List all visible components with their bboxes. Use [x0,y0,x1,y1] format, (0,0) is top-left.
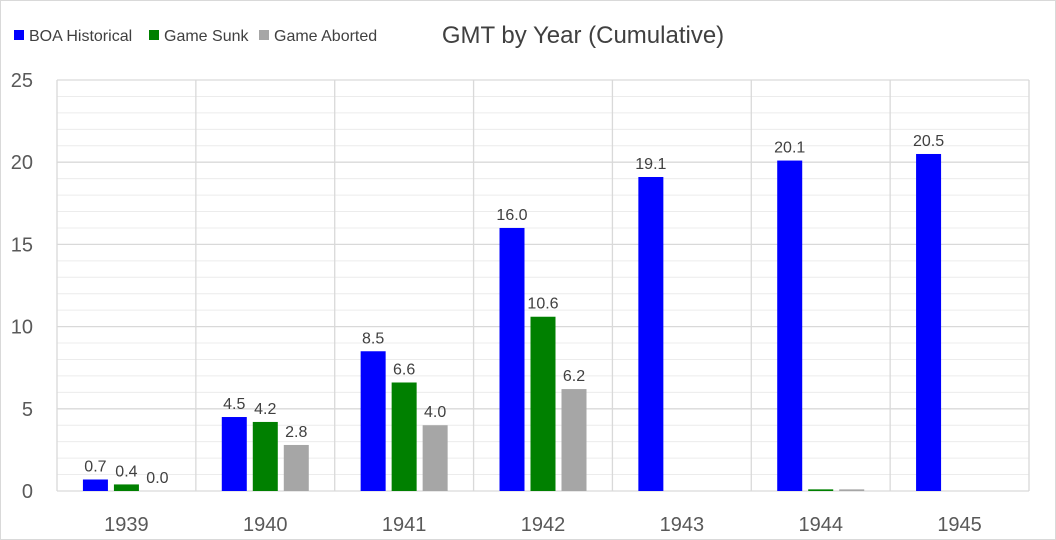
bar [82,479,108,491]
data-label: 4.0 [424,404,446,421]
bar [839,489,865,491]
data-label: 20.5 [913,133,944,150]
bar [638,176,664,491]
grid-layer [56,79,1030,492]
bar [561,389,587,491]
y-tick-label: 0 [22,481,33,503]
bar [283,444,309,491]
bars-layer [82,153,942,492]
y-tick-label: 25 [11,70,33,92]
bar [916,153,942,492]
y-tick-label: 10 [11,317,33,339]
x-tick-label: 1945 [937,514,982,536]
x-tick-label: 1941 [382,514,427,536]
x-tick-label: 1943 [660,514,705,536]
y-tick-label: 5 [22,399,33,421]
x-tick-label: 1939 [104,514,149,536]
bar [422,425,448,491]
x-tick-label: 1944 [798,514,843,536]
legend-swatch [259,30,269,40]
bar [360,351,386,491]
data-label: 6.2 [563,368,585,385]
data-label: 0.7 [84,458,106,475]
legend: BOA Historical Game Sunk Game Aborted [14,28,377,45]
data-label: 20.1 [774,140,805,157]
y-tick-label: 15 [11,234,33,256]
legend-swatch [149,30,159,40]
bar [499,227,525,491]
data-label: 8.5 [362,330,384,347]
legend-label: BOA Historical [29,28,132,45]
bar [391,382,417,491]
legend-label: Game Aborted [274,28,377,45]
x-tick-label: 1940 [243,514,288,536]
bar [221,417,247,491]
y-tick-label: 20 [11,152,33,174]
data-label: 4.5 [223,396,245,413]
chart-title: GMT by Year (Cumulative) [442,22,724,49]
data-label: 10.6 [527,296,558,313]
legend-swatch [14,30,24,40]
bar [777,160,803,491]
x-tick-label: 1942 [521,514,566,536]
bar [252,421,278,491]
bar [530,316,556,491]
axis-layer: 0 5 10 15 20 25 1939 1940 1941 1942 1943 1944 1945 [11,70,982,536]
data-label: 0.4 [115,463,137,480]
bar [808,489,834,491]
data-label: 16.0 [496,207,527,224]
data-labels-layer: 0.7 4.5 8.5 16.0 19.1 20.1 20.5 0.4 4.2 6.6 10.6 0.… [84,133,944,487]
bar [113,484,139,491]
data-label: 0.0 [146,470,168,487]
legend-label: Game Sunk [164,28,249,45]
data-label: 4.2 [254,401,276,418]
data-label: 2.8 [285,424,307,441]
data-label: 19.1 [635,156,666,173]
data-label: 6.6 [393,361,415,378]
